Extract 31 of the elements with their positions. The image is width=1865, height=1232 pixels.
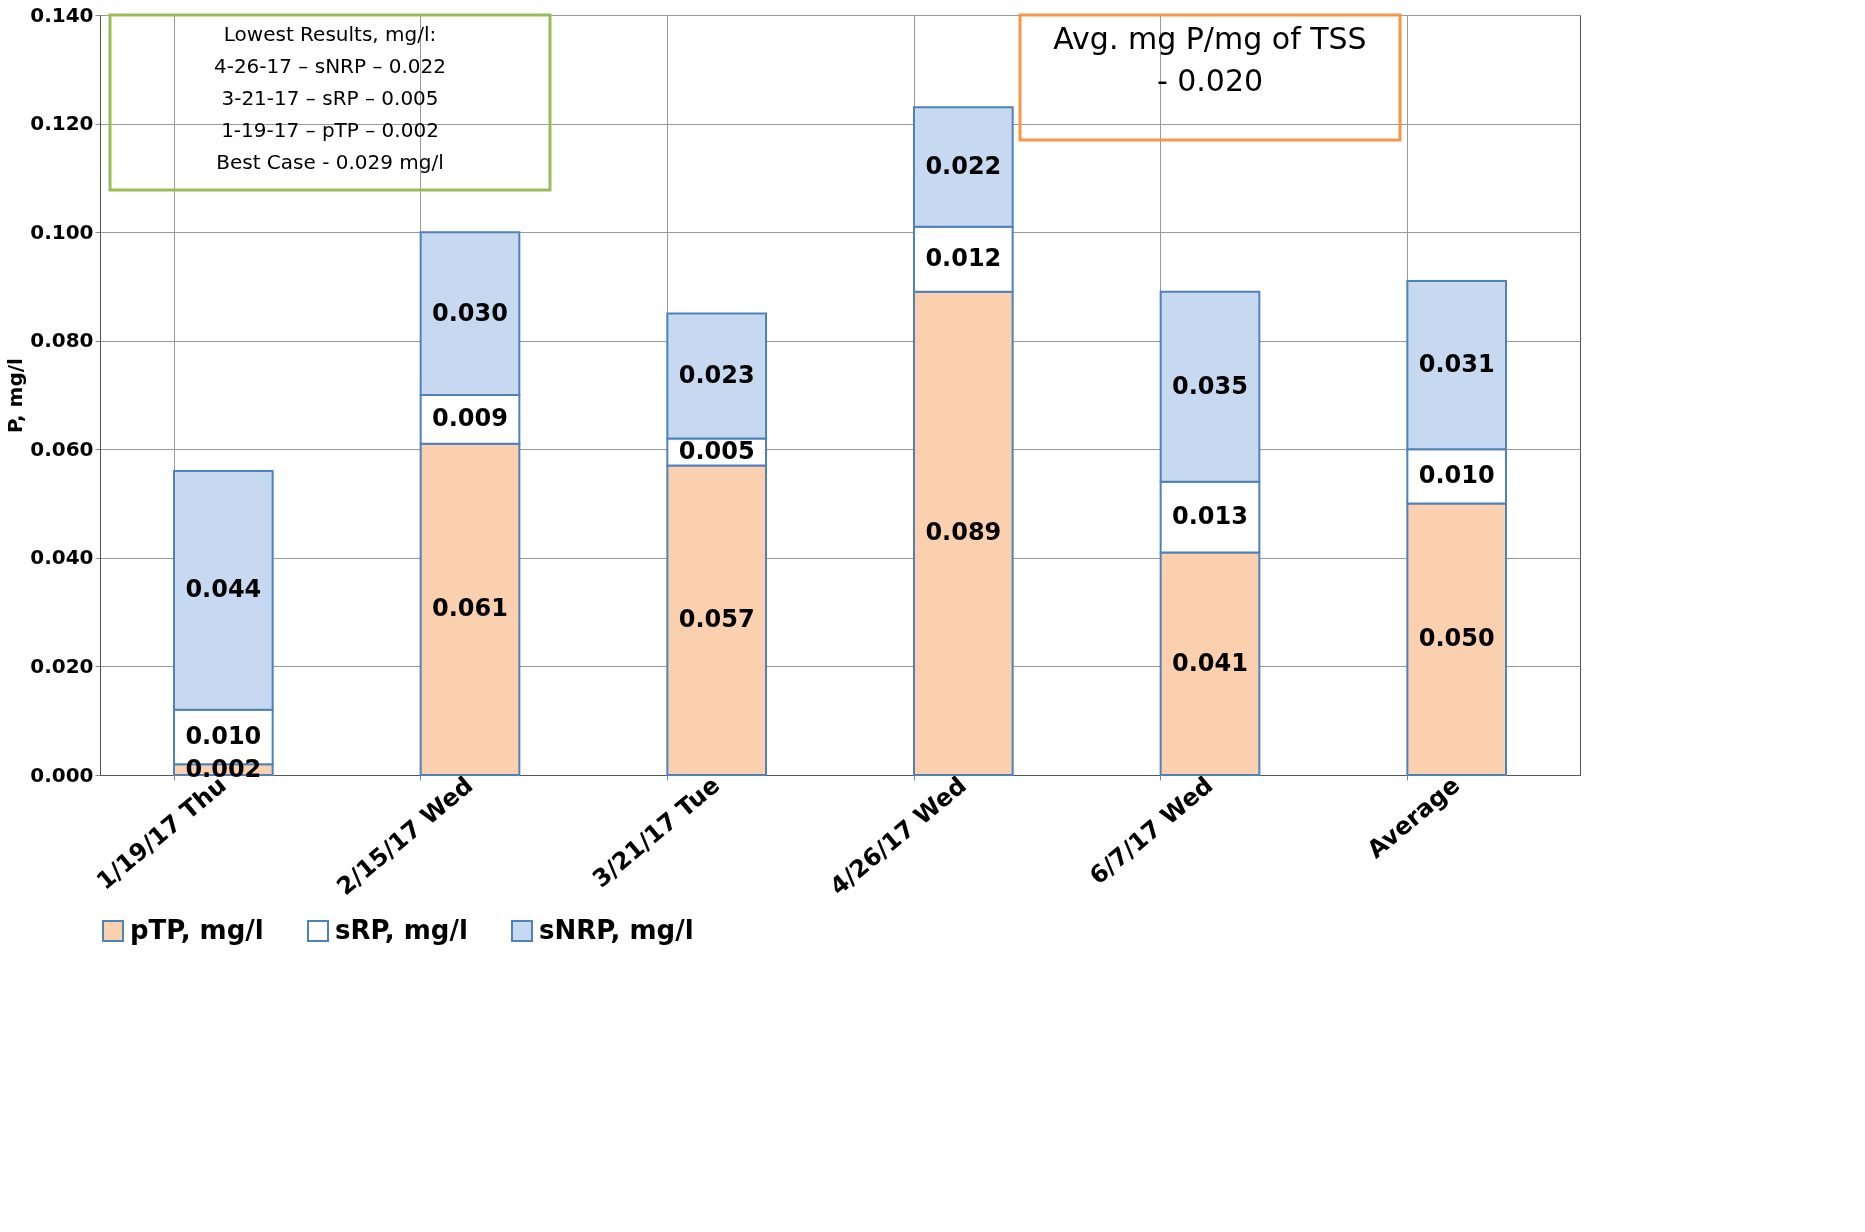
data-label: 0.089: [925, 518, 1002, 547]
y-tick-label: 0.020: [30, 653, 94, 678]
data-label: 0.061: [432, 594, 508, 623]
annotation: Avg. mg P/mg of TSS - 0.020: [1053, 21, 1367, 98]
data-label: 0.031: [1418, 350, 1495, 379]
y-tick-label: 0.080: [30, 328, 94, 353]
data-label: 0.010: [1418, 461, 1495, 490]
legend-label: sRP, mg/l: [335, 915, 468, 945]
data-label: 0.005: [678, 437, 755, 465]
y-tick-label: 0.040: [30, 545, 94, 570]
data-label: 0.012: [925, 244, 1002, 273]
data-label: 0.010: [185, 722, 262, 750]
data-label: 0.057: [678, 605, 755, 634]
y-tick-label: 0.000: [30, 762, 94, 787]
data-label: 0.050: [1418, 624, 1495, 653]
y-tick-label: 0.120: [30, 111, 94, 136]
y-axis-title: P, mg/l: [3, 358, 28, 433]
y-tick-label: 0.060: [30, 436, 94, 461]
legend-label: pTP, mg/l: [130, 915, 264, 945]
data-label: 0.044: [185, 575, 262, 604]
data-label: 0.030: [432, 298, 508, 327]
data-label: 0.013: [1172, 502, 1248, 531]
data-label: 0.022: [925, 152, 1002, 180]
data-label: 0.023: [678, 361, 755, 389]
legend-label: sNRP, mg/l: [539, 915, 694, 945]
y-tick-label: 0.100: [30, 219, 94, 244]
data-label: 0.009: [432, 404, 508, 433]
y-tick-label: 0.140: [30, 2, 94, 27]
annotation: Lowest Results, mg/l: 4-26-17 – sNRP – 0.022 3-21-17 – sRP – 0.005 1-19-17 – pTP – 0.002 Best Case - 0.029 mg/l: [213, 22, 447, 174]
data-label: 0.035: [1172, 371, 1248, 400]
data-label: 0.041: [1172, 648, 1248, 677]
